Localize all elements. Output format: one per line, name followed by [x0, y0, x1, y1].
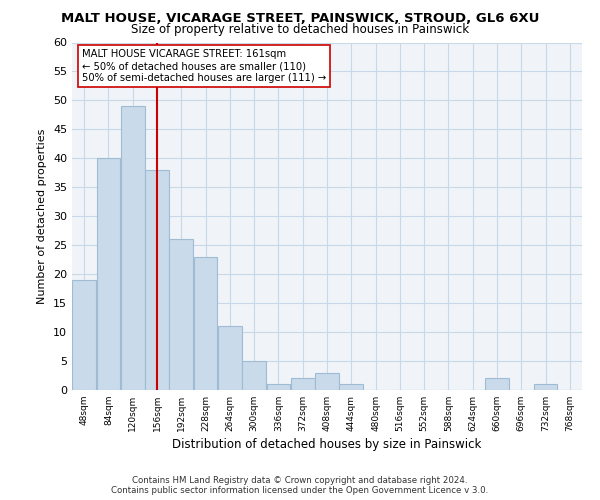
- Bar: [291, 378, 314, 390]
- Bar: [194, 257, 217, 390]
- Bar: [169, 240, 193, 390]
- Bar: [97, 158, 120, 390]
- Bar: [145, 170, 169, 390]
- Bar: [242, 361, 266, 390]
- Bar: [121, 106, 145, 390]
- Text: MALT HOUSE VICARAGE STREET: 161sqm
← 50% of detached houses are smaller (110)
50: MALT HOUSE VICARAGE STREET: 161sqm ← 50%…: [82, 50, 326, 82]
- Bar: [266, 384, 290, 390]
- Text: Contains HM Land Registry data © Crown copyright and database right 2024.
Contai: Contains HM Land Registry data © Crown c…: [112, 476, 488, 495]
- Bar: [73, 280, 96, 390]
- Bar: [534, 384, 557, 390]
- Bar: [485, 378, 509, 390]
- Y-axis label: Number of detached properties: Number of detached properties: [37, 128, 47, 304]
- Bar: [340, 384, 363, 390]
- Text: MALT HOUSE, VICARAGE STREET, PAINSWICK, STROUD, GL6 6XU: MALT HOUSE, VICARAGE STREET, PAINSWICK, …: [61, 12, 539, 26]
- Bar: [218, 326, 242, 390]
- Text: Size of property relative to detached houses in Painswick: Size of property relative to detached ho…: [131, 22, 469, 36]
- X-axis label: Distribution of detached houses by size in Painswick: Distribution of detached houses by size …: [172, 438, 482, 451]
- Bar: [315, 372, 339, 390]
